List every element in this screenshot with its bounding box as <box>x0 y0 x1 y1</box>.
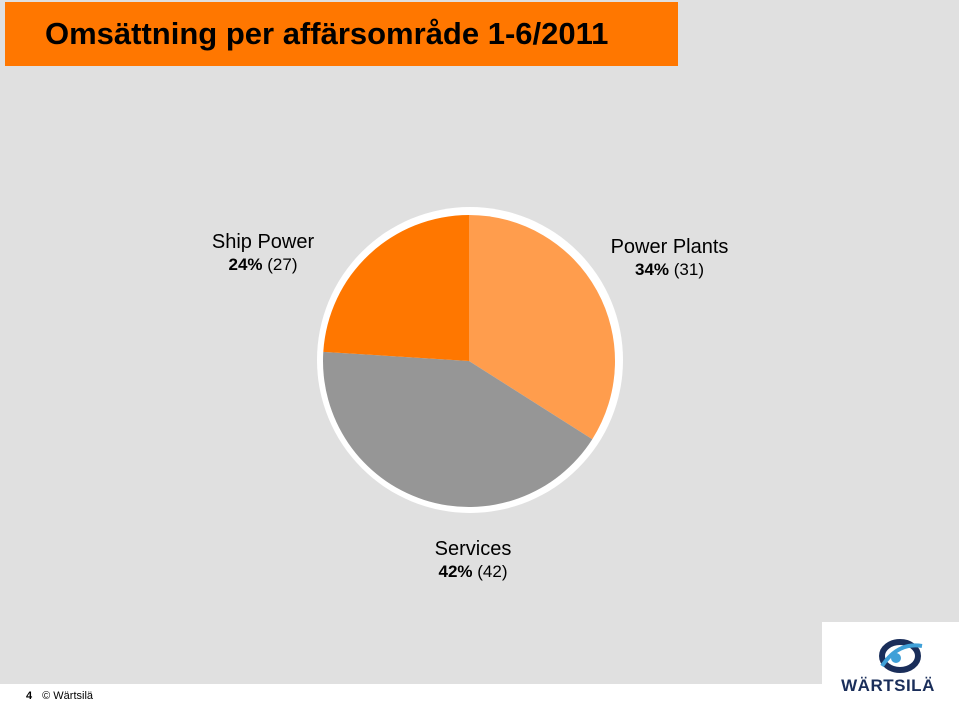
slice-value: 24% (27) <box>198 254 328 275</box>
pie-slice-ship-power <box>323 215 469 361</box>
slice-prior: (42) <box>477 562 508 581</box>
slice-name: Ship Power <box>211 231 315 253</box>
pie-slices <box>323 215 615 507</box>
slice-percent: 42% <box>438 562 473 581</box>
pie-slice-services <box>323 351 593 507</box>
label-ship-power: Ship Power 24% (27) <box>198 231 328 275</box>
slice-name: Power Plants <box>610 236 729 258</box>
page-title: Omsättning per affärsområde 1-6/2011 <box>45 16 609 51</box>
slice-prior: (27) <box>267 255 298 274</box>
wartsila-logo-icon <box>879 639 923 673</box>
logo-text: WÄRTSILÄ <box>841 676 935 695</box>
slice-percent: 24% <box>228 255 263 274</box>
slice-name: Services <box>434 538 512 560</box>
page-number: 4 <box>26 690 33 702</box>
logo-area <box>822 622 959 705</box>
slice-percent: 34% <box>635 260 670 279</box>
label-services: Services 42% (42) <box>408 538 538 582</box>
title-bar: Omsättning per affärsområde 1-6/2011 <box>5 2 678 66</box>
label-power-plants: Power Plants 34% (31) <box>597 236 742 280</box>
slice-value: 42% (42) <box>408 561 538 582</box>
footer: 4 © Wärtsilä <box>26 690 93 702</box>
slice-value: 34% (31) <box>597 259 742 280</box>
pie-slice-power-plants <box>469 215 615 440</box>
slice-prior: (31) <box>673 260 704 279</box>
copyright: © Wärtsilä <box>42 690 94 702</box>
